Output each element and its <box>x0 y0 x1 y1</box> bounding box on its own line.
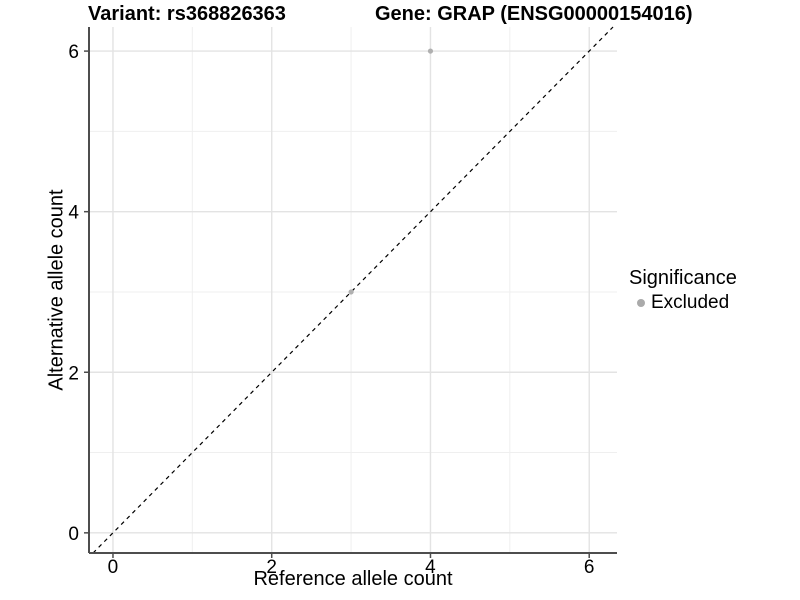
y-tick-label: 6 <box>68 42 79 63</box>
data-point <box>427 48 434 54</box>
identity-line <box>92 26 614 554</box>
x-tick-label: 0 <box>108 557 119 578</box>
legend-entry-excluded: Excluded <box>629 292 737 314</box>
legend: Significance Excluded <box>629 266 737 314</box>
y-tick-label: 2 <box>68 363 79 384</box>
y-axis-title: Alternative allele count <box>45 189 68 391</box>
data-point <box>348 289 354 295</box>
x-axis-title: Reference allele count <box>253 568 453 590</box>
y-tick-label: 0 <box>68 524 79 545</box>
plot-title-variant: Variant: rs368826363 <box>88 3 286 25</box>
legend-entry-label: Excluded <box>651 292 730 313</box>
x-tick-label: 4 <box>425 557 436 578</box>
legend-title: Significance <box>629 267 737 289</box>
y-tick-label: 4 <box>68 203 79 224</box>
x-tick-label: 6 <box>584 557 595 578</box>
plot-title-gene: Gene: GRAP (ENSG00000154016) <box>375 3 693 25</box>
legend-point-swatch <box>637 299 645 307</box>
x-tick-label: 2 <box>266 557 277 578</box>
